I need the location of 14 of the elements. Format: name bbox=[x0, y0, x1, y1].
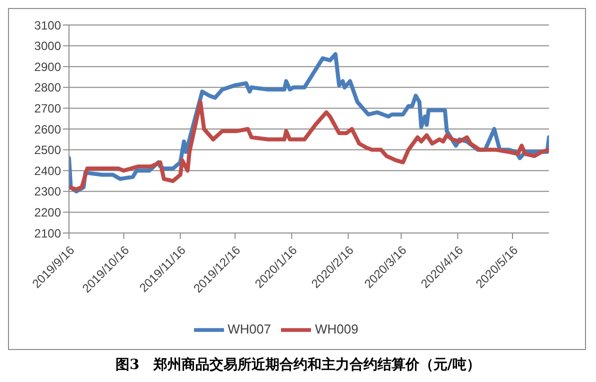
legend-label: WH009 bbox=[315, 321, 358, 336]
y-tick-label: 2100 bbox=[34, 226, 62, 240]
y-tick-label: 2700 bbox=[34, 101, 62, 116]
y-tick-label: 2300 bbox=[34, 184, 62, 199]
y-tick-label: 2600 bbox=[34, 122, 62, 136]
y-tick-label: 2900 bbox=[34, 60, 62, 74]
y-tick-label: 3000 bbox=[34, 39, 62, 54]
y-tick-label: 2500 bbox=[34, 143, 62, 158]
y-tick-label: 2800 bbox=[34, 80, 62, 95]
text: 图3 郑州商品交易所近期合约和主力合约结算价（元/吨） bbox=[114, 356, 482, 374]
legend-label: WH007 bbox=[228, 321, 271, 336]
y-tick-label: 3100 bbox=[34, 18, 62, 32]
y-tick-label: 2400 bbox=[34, 164, 62, 178]
y-tick-label: 2200 bbox=[34, 205, 62, 220]
